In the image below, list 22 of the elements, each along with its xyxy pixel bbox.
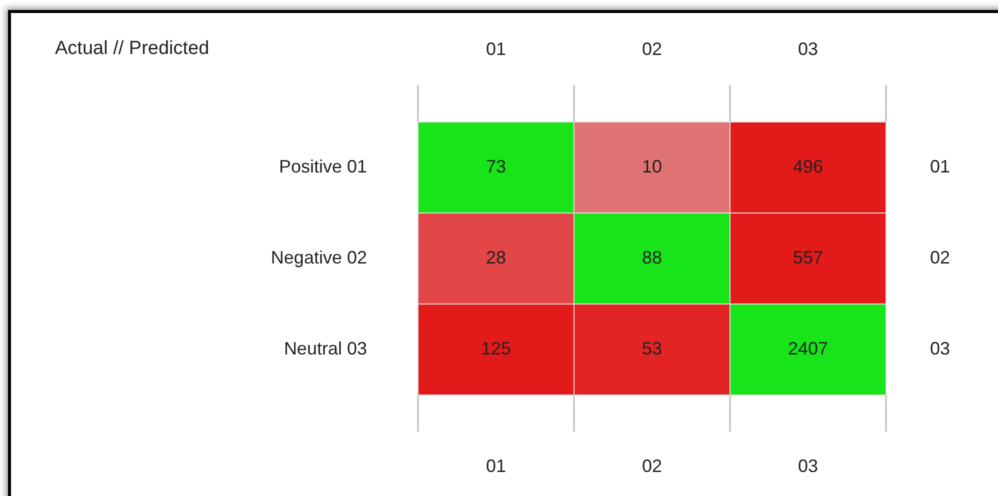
data-label: 10 <box>642 156 662 176</box>
y2-tick-label: 02 <box>930 247 950 268</box>
category-label: 02 <box>642 39 662 60</box>
x-tick-label: 02 <box>642 456 662 476</box>
y2-tick-label: 01 <box>930 156 950 176</box>
y2-tick-label: 03 <box>930 338 950 358</box>
x-tick-label: 01 <box>486 456 506 476</box>
data-label: 496 <box>792 156 824 176</box>
category-label: 01 <box>486 39 506 60</box>
y-tick-label: Positive 01 <box>278 156 367 176</box>
x-tick-label: 03 <box>798 456 818 476</box>
data-label: 125 <box>480 338 512 358</box>
text: Actual // Predicted <box>55 38 210 60</box>
y-tick-label: Negative 02 <box>270 247 367 268</box>
data-label: 73 <box>486 156 506 176</box>
category-label: 03 <box>798 39 818 60</box>
data-label: 53 <box>642 338 662 358</box>
data-label: 2407 <box>788 338 828 358</box>
data-label: 557 <box>792 247 824 268</box>
data-label: 88 <box>642 247 662 268</box>
y-tick-label: Neutral 03 <box>284 338 367 358</box>
data-label: 28 <box>486 247 506 268</box>
